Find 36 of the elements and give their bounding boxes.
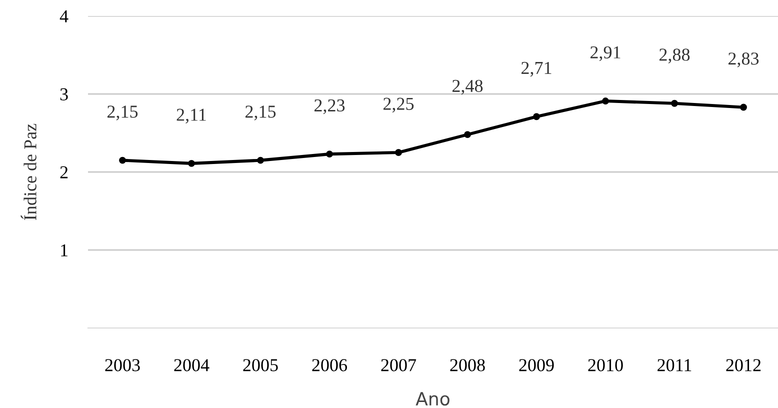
x-tick-label: 2007: [381, 359, 416, 372]
x-tick-label: 2012: [726, 359, 761, 372]
data-label: 2,83: [728, 52, 759, 68]
data-label: 2,88: [659, 48, 690, 64]
point: [464, 131, 471, 138]
data-label: 2,48: [452, 80, 483, 95]
point: [119, 156, 126, 164]
y-axis-title: Índice de Paz: [20, 124, 36, 220]
y-tick-label: 4: [60, 10, 68, 22]
data-label: 2,23: [314, 99, 345, 114]
data-label: 2,91: [590, 46, 620, 62]
point: [740, 104, 747, 111]
x-tick-label: 2006: [312, 359, 348, 372]
y-tick-label: 3: [60, 88, 68, 100]
data-label: 2,71: [521, 62, 552, 77]
point: [188, 160, 195, 167]
point: [395, 149, 402, 156]
x-tick-label: 2009: [519, 359, 554, 372]
x-axis-title: Ano: [416, 392, 450, 406]
x-tick-label: 2004: [174, 359, 210, 372]
x-tick-label: 2008: [450, 359, 485, 372]
x-tick-label: 2003: [105, 359, 140, 372]
data-label: 2,25: [383, 98, 414, 113]
point: [602, 98, 609, 104]
x-tick-label: 2010: [588, 359, 623, 372]
point: [671, 100, 678, 107]
x-tick-label: 2011: [658, 359, 692, 372]
y-tick-label: 1: [61, 244, 68, 256]
data-label: 2,15: [245, 106, 276, 120]
data-label: 2,11: [176, 108, 206, 124]
x-tick-label: 2005: [243, 359, 278, 372]
point: [257, 156, 264, 164]
data-label: 2,15: [107, 106, 138, 120]
y-tick-label: 2: [60, 166, 68, 178]
point: [326, 150, 333, 158]
point: [533, 113, 540, 120]
